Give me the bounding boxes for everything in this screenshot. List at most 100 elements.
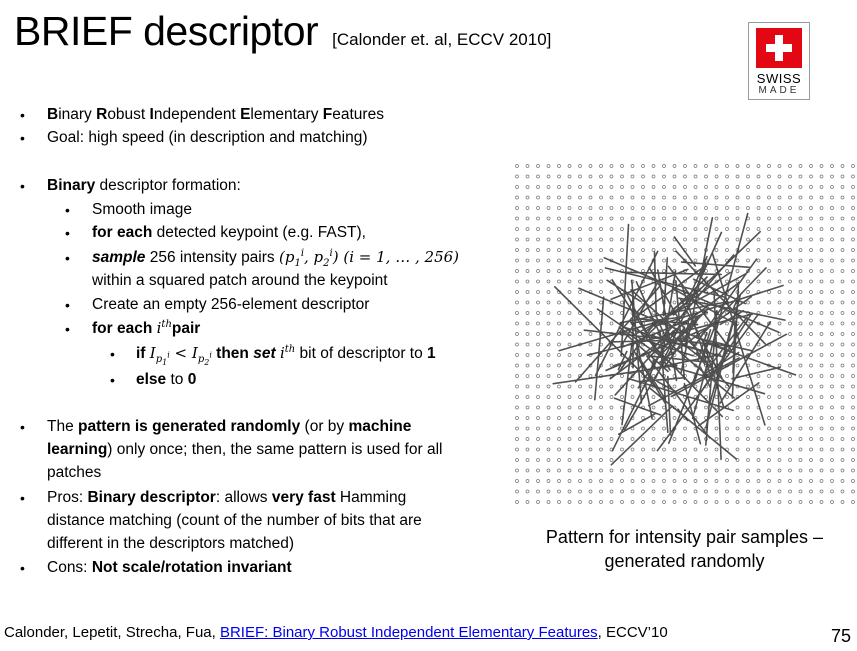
pair-line — [673, 236, 697, 267]
caption-line1: Pattern for intensity pair samples – — [545, 527, 824, 547]
paper-link[interactable]: BRIEF: Binary Robust Independent Element… — [219, 624, 598, 641]
title-row: BRIEF descriptor [Calonder et. al, ECCV … — [14, 8, 551, 55]
bullet-icon: • — [20, 130, 25, 146]
pair-line — [670, 333, 788, 398]
sub-bullet-sample: sample 256 intensity pairs (p1i, p2i) (i… — [92, 248, 460, 269]
pair-line — [608, 339, 688, 343]
pair-line — [622, 330, 669, 373]
pair-line — [623, 326, 686, 431]
pair-line — [656, 380, 678, 393]
footer-authors: Calonder, Lepetit, Strecha, Fua, — [4, 624, 220, 641]
pair-lines — [552, 212, 797, 466]
bullet-cons: Cons: Not scale/rotation invariant — [47, 559, 292, 576]
badge-line2: MADE — [758, 85, 800, 96]
pair-line — [606, 279, 642, 303]
pair-line — [699, 366, 711, 388]
pair-line — [596, 308, 643, 341]
sub-bullet-icon: • — [65, 321, 70, 337]
pair-line — [604, 267, 727, 299]
bullet-icon: • — [20, 107, 25, 123]
footer-citation: Calonder, Lepetit, Strecha, Fua, BRIEF: … — [4, 624, 668, 641]
initial-b: B — [47, 106, 59, 123]
sub-bullet-icon: • — [65, 297, 70, 313]
pair-formula: (p1i, p2i) (i = 1, … , 256) — [278, 248, 460, 269]
pair-line — [695, 337, 753, 352]
pair-line — [594, 296, 605, 401]
pair-line — [680, 261, 751, 269]
pair-line — [687, 316, 699, 320]
pair-line — [711, 252, 766, 426]
sub-bullet-smooth: Smooth image — [92, 201, 192, 218]
pair-line — [635, 316, 685, 324]
bullet-pattern-line2: learning) only once; then, the same patt… — [47, 441, 443, 458]
pair-line — [609, 281, 741, 380]
initial-r: R — [96, 106, 108, 123]
pair-line — [635, 281, 667, 348]
pair-line — [680, 216, 714, 374]
sub-sub-bullet-icon: • — [110, 346, 115, 362]
pair-line — [636, 339, 653, 420]
bullet-icon: • — [20, 419, 25, 435]
pair-line — [672, 230, 761, 316]
bullet-icon: • — [20, 178, 25, 194]
pair-line — [640, 318, 699, 326]
pair-line — [613, 351, 652, 367]
pair-line — [610, 405, 674, 466]
pair-line — [667, 375, 672, 436]
pair-line — [667, 265, 733, 352]
bullet-pros-line3: different in the descriptors matched) — [47, 535, 294, 552]
pair-line — [719, 321, 772, 404]
pair-line — [732, 299, 738, 309]
initial-e: E — [240, 106, 251, 123]
pair-line — [646, 355, 711, 439]
bullet-pattern-line3: patches — [47, 464, 102, 481]
pair-line — [558, 319, 663, 352]
pair-line — [731, 366, 781, 380]
title-citation: [Calonder et. al, ECCV 2010] — [332, 30, 552, 49]
pair-line — [641, 276, 708, 342]
bullet-icon: • — [20, 490, 25, 506]
pair-line — [654, 314, 666, 336]
pair-line — [697, 262, 707, 285]
bullet-goal: Goal: high speed (in description and mat… — [47, 129, 368, 146]
bullet-binary-formation: Binary descriptor formation: — [47, 177, 241, 194]
page-number: 75 — [831, 626, 852, 646]
pair-line — [648, 266, 706, 366]
sub-bullet-sample-line2: within a squared patch around the keypoi… — [92, 272, 388, 289]
figure-caption: Pattern for intensity pair samples – gen… — [512, 525, 857, 573]
pair-line — [618, 413, 656, 436]
bullet-pros-line2: distance matching (count of the number o… — [47, 512, 422, 529]
initial-i: I — [149, 106, 154, 123]
swiss-made-logo: SWISS MADE — [748, 22, 810, 100]
initial-f: F — [322, 106, 333, 123]
badge-line1: SWISS — [756, 71, 802, 86]
pair-line — [656, 313, 760, 452]
pair-line — [674, 307, 710, 343]
grid-dots — [515, 164, 855, 504]
footer-venue: , ECCV’10 — [597, 624, 668, 641]
pair-line — [675, 250, 767, 346]
pair-line — [671, 287, 738, 326]
caption-line2: generated randomly — [604, 551, 765, 571]
pair-line — [624, 290, 658, 354]
sub-bullet-icon: • — [65, 225, 70, 241]
pair-line — [616, 319, 658, 375]
sub-sub-bullet-if: if Ip1i < Ip2i then set ith bit of descr… — [136, 344, 436, 367]
pair-line — [620, 223, 630, 356]
pair-line — [603, 257, 780, 333]
sub-bullet-empty-descriptor: Create an empty 256-element descriptor — [92, 296, 370, 313]
pair-line — [618, 326, 678, 368]
slide-title: BRIEF descriptor — [14, 8, 319, 54]
sub-sub-bullet-icon: • — [110, 372, 115, 388]
sub-bullet-for-each-pair: for each ithpair — [92, 319, 201, 337]
pair-line — [702, 316, 748, 376]
pair-line — [648, 358, 655, 380]
bullet-pattern-line1: The pattern is generated randomly (or by… — [47, 418, 412, 435]
pair-line — [611, 279, 671, 371]
pair-line — [702, 351, 740, 376]
sub-bullet-icon: • — [65, 202, 70, 218]
pair-line — [701, 267, 767, 336]
pair-line — [683, 382, 702, 445]
sub-bullet-for-each-keypoint: for each detected keypoint (e.g. FAST), — [92, 224, 366, 241]
sub-sub-bullet-else: else to 0 — [136, 371, 197, 388]
